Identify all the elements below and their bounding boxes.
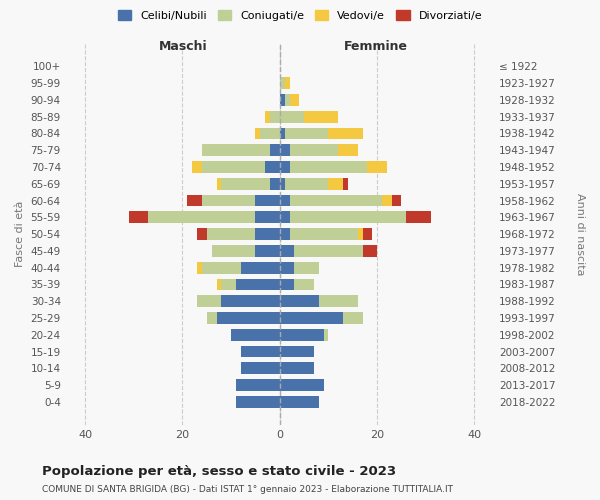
Bar: [280, 144, 290, 156]
Y-axis label: Anni di nascita: Anni di nascita: [575, 193, 585, 276]
Bar: [280, 396, 319, 408]
Bar: [280, 194, 290, 206]
Bar: [187, 194, 202, 206]
Bar: [260, 128, 280, 140]
Bar: [328, 178, 343, 190]
Bar: [290, 144, 338, 156]
Bar: [284, 94, 290, 106]
Bar: [280, 228, 290, 240]
Bar: [284, 78, 290, 89]
Bar: [343, 312, 362, 324]
Bar: [197, 296, 221, 307]
Bar: [217, 312, 280, 324]
Text: Popolazione per età, sesso e stato civile - 2023: Popolazione per età, sesso e stato civil…: [42, 464, 396, 477]
Bar: [280, 329, 323, 340]
Bar: [241, 362, 280, 374]
Bar: [241, 346, 280, 358]
Bar: [207, 312, 217, 324]
Bar: [212, 245, 256, 257]
Bar: [367, 161, 387, 173]
Bar: [256, 245, 280, 257]
Bar: [231, 329, 280, 340]
Bar: [280, 94, 284, 106]
Bar: [280, 296, 319, 307]
Bar: [280, 178, 284, 190]
Bar: [290, 228, 358, 240]
Bar: [256, 228, 280, 240]
Bar: [192, 161, 202, 173]
Bar: [256, 212, 280, 223]
Bar: [280, 346, 314, 358]
Y-axis label: Fasce di età: Fasce di età: [15, 201, 25, 268]
Bar: [280, 111, 304, 122]
Bar: [197, 228, 207, 240]
Bar: [265, 111, 270, 122]
Bar: [202, 194, 256, 206]
Bar: [295, 262, 319, 274]
Bar: [323, 329, 328, 340]
Bar: [280, 362, 314, 374]
Bar: [217, 278, 221, 290]
Bar: [284, 178, 328, 190]
Bar: [328, 128, 362, 140]
Bar: [290, 212, 406, 223]
Bar: [202, 161, 265, 173]
Bar: [270, 111, 280, 122]
Bar: [129, 212, 148, 223]
Bar: [362, 245, 377, 257]
Text: Femmine: Femmine: [344, 40, 408, 53]
Bar: [280, 212, 290, 223]
Bar: [280, 278, 295, 290]
Bar: [295, 245, 362, 257]
Text: Maschi: Maschi: [159, 40, 208, 53]
Bar: [290, 161, 367, 173]
Text: COMUNE DI SANTA BRIGIDA (BG) - Dati ISTAT 1° gennaio 2023 - Elaborazione TUTTITA: COMUNE DI SANTA BRIGIDA (BG) - Dati ISTA…: [42, 485, 453, 494]
Bar: [221, 278, 236, 290]
Bar: [148, 212, 256, 223]
Bar: [280, 128, 284, 140]
Bar: [265, 161, 280, 173]
Bar: [207, 228, 256, 240]
Bar: [362, 228, 372, 240]
Bar: [197, 262, 202, 274]
Bar: [256, 194, 280, 206]
Bar: [290, 194, 382, 206]
Bar: [221, 178, 270, 190]
Bar: [236, 380, 280, 391]
Bar: [284, 128, 328, 140]
Bar: [406, 212, 431, 223]
Bar: [202, 144, 270, 156]
Bar: [202, 262, 241, 274]
Bar: [236, 278, 280, 290]
Bar: [241, 262, 280, 274]
Bar: [270, 144, 280, 156]
Bar: [295, 278, 314, 290]
Bar: [392, 194, 401, 206]
Bar: [343, 178, 348, 190]
Bar: [280, 78, 284, 89]
Bar: [236, 396, 280, 408]
Bar: [290, 94, 299, 106]
Legend: Celibi/Nubili, Coniugati/e, Vedovi/e, Divorziati/e: Celibi/Nubili, Coniugati/e, Vedovi/e, Di…: [113, 6, 487, 25]
Bar: [217, 178, 221, 190]
Bar: [358, 228, 362, 240]
Bar: [319, 296, 358, 307]
Bar: [338, 144, 358, 156]
Bar: [280, 245, 295, 257]
Bar: [280, 380, 323, 391]
Bar: [280, 262, 295, 274]
Bar: [280, 161, 290, 173]
Bar: [304, 111, 338, 122]
Bar: [221, 296, 280, 307]
Bar: [382, 194, 392, 206]
Bar: [280, 312, 343, 324]
Bar: [256, 128, 260, 140]
Bar: [270, 178, 280, 190]
